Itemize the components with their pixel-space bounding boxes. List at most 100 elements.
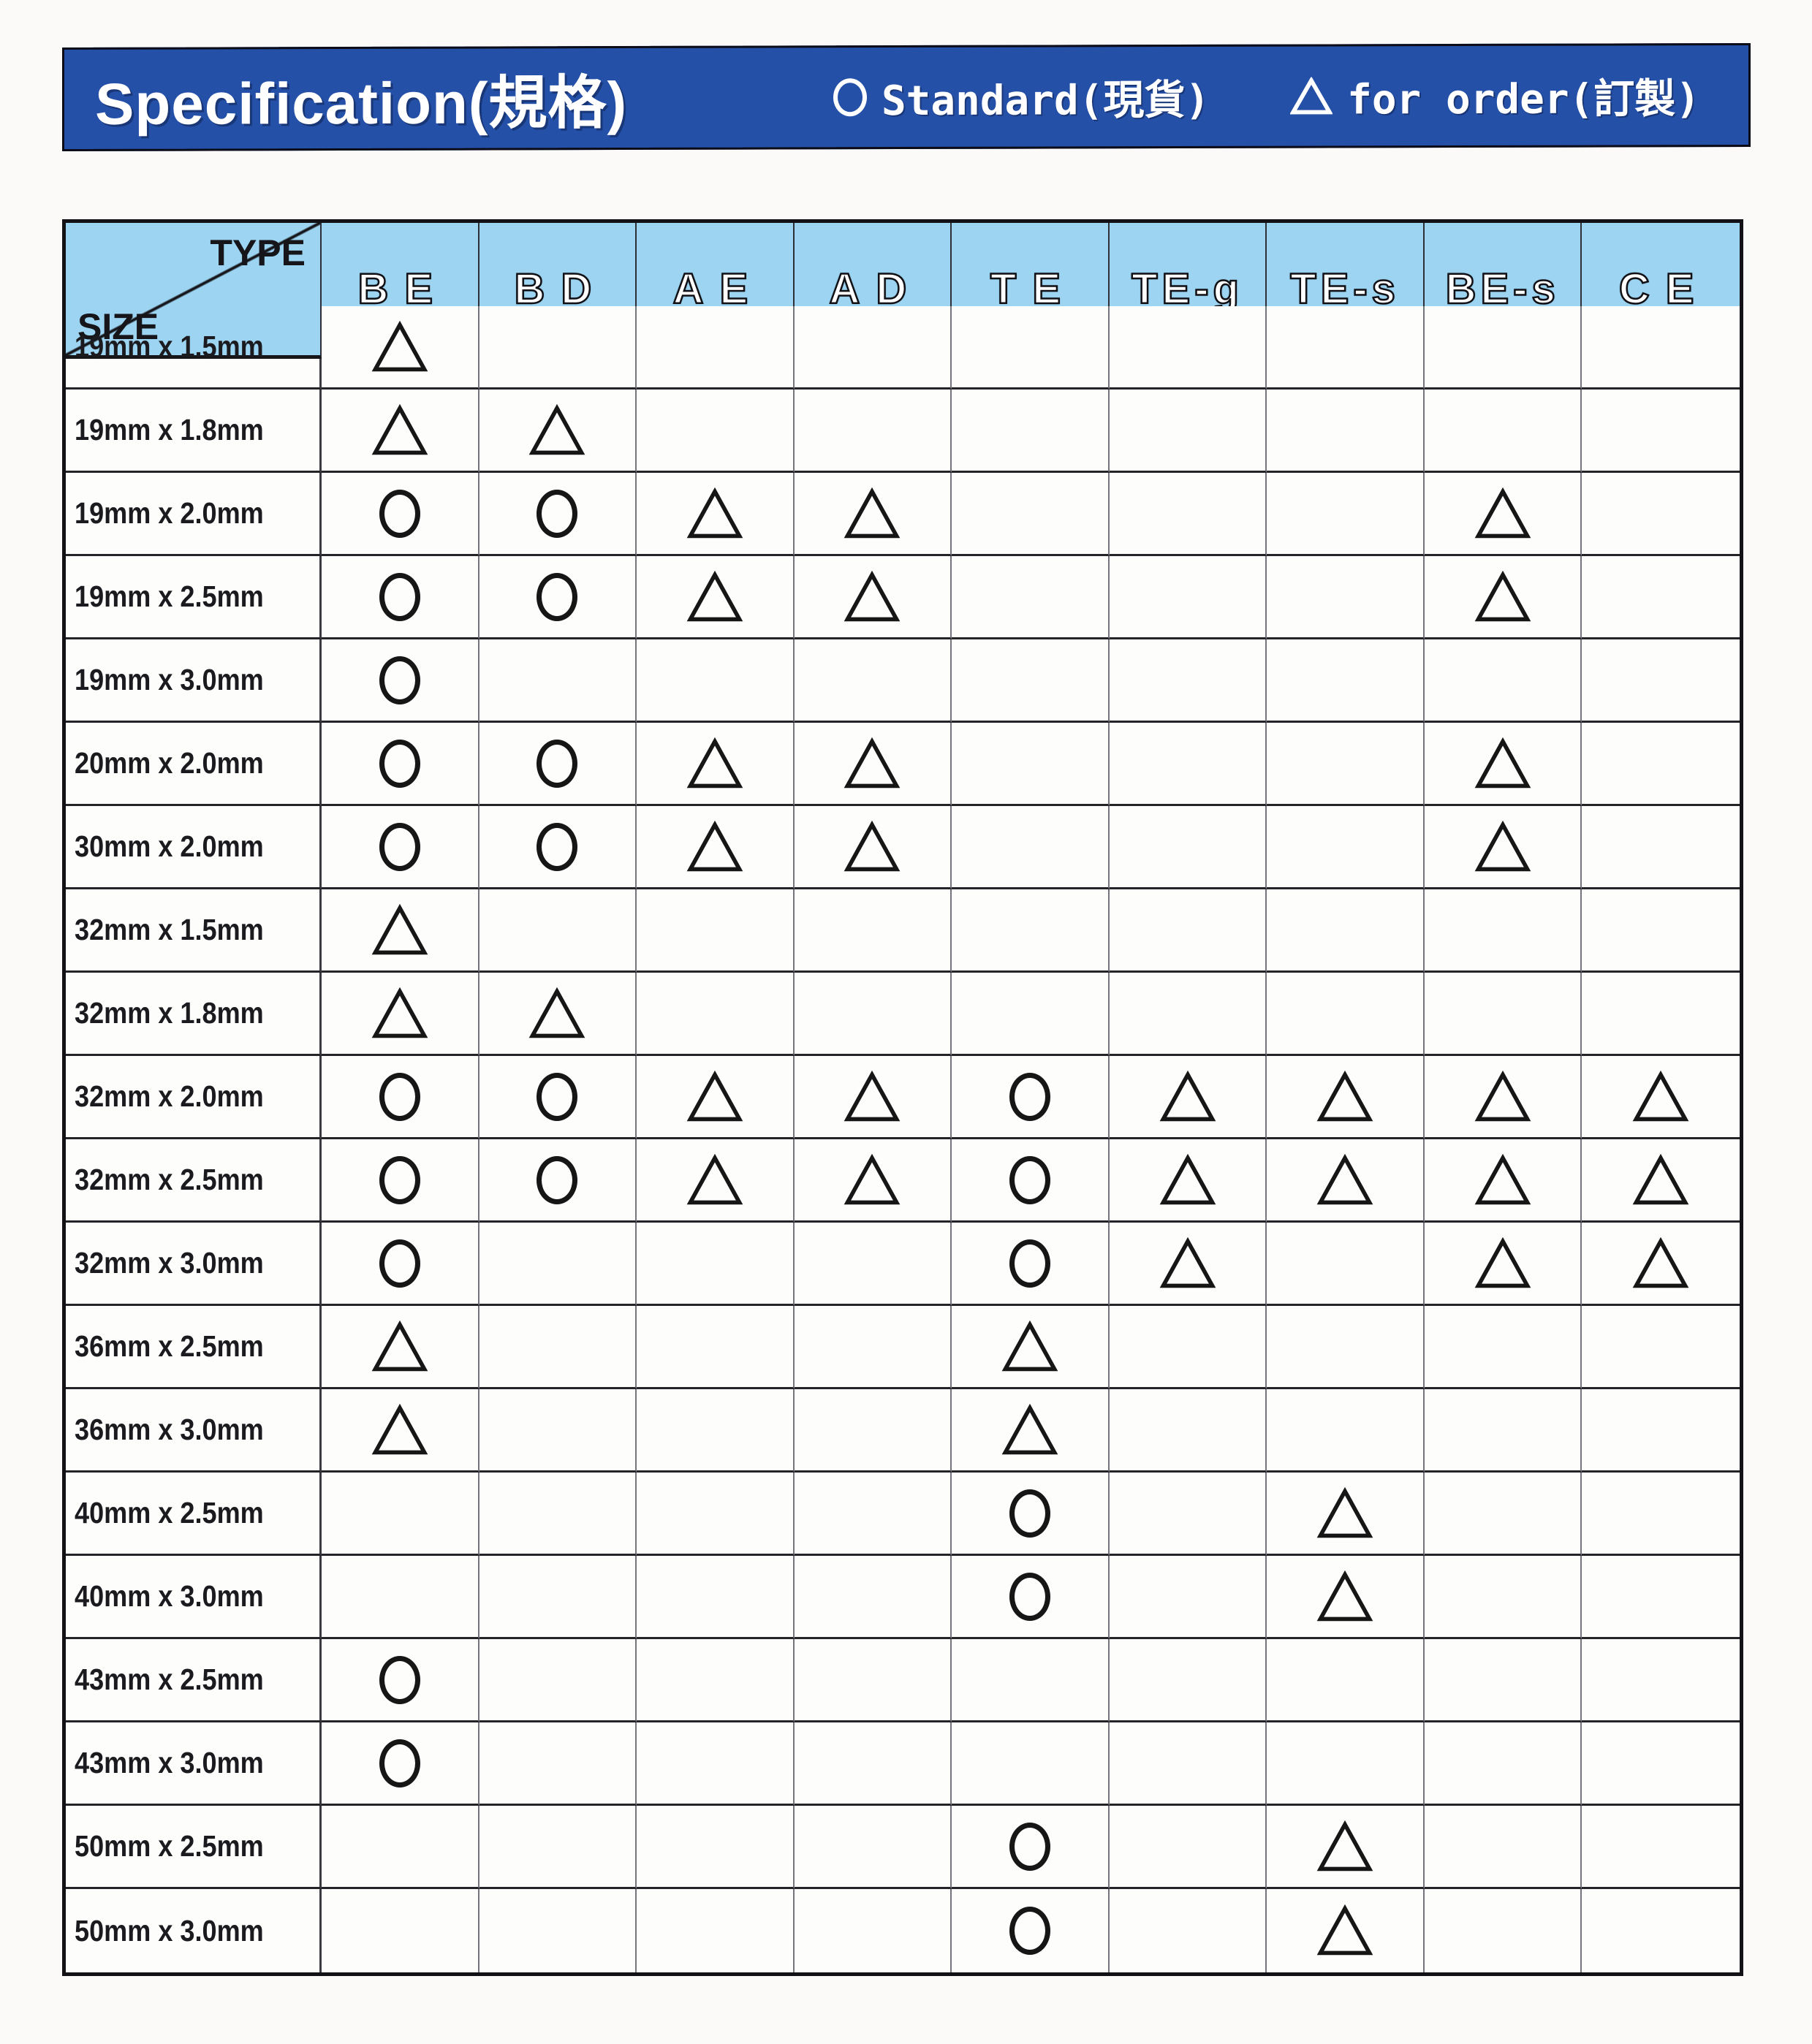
standard-circle-symbol	[1009, 1072, 1050, 1121]
spec-cell-36mmx3.0mm-TE-s	[1267, 1389, 1425, 1473]
spec-cell-20mmx2.0mm-AE	[637, 723, 795, 806]
for-order-triangle-symbol	[528, 403, 585, 455]
corner-type-label: TYPE	[210, 232, 306, 273]
spec-cell-32mmx1.8mm-BE	[322, 973, 479, 1056]
column-header-label: BE	[357, 265, 450, 314]
spec-cell-30mmx2.0mm-BE	[322, 806, 479, 889]
spec-cell-40mmx3.0mm-TE-g	[1109, 1556, 1267, 1639]
standard-circle-symbol	[379, 489, 420, 538]
for-order-triangle-symbol	[844, 1153, 901, 1204]
spec-cell-43mmx2.5mm-TE	[952, 1639, 1110, 1722]
for-order-triangle-symbol	[1159, 1236, 1216, 1288]
spec-cell-32mmx2.0mm-TE-g	[1109, 1056, 1267, 1139]
spec-cell-50mmx3.0mm-BE-s	[1424, 1889, 1582, 1972]
size-text: 20mm x 2.0mm	[75, 746, 264, 780]
size-row-label: 19mm x 3.0mm	[66, 639, 322, 723]
spec-cell-32mmx2.5mm-AE	[637, 1139, 795, 1223]
for-order-triangle-symbol	[371, 1403, 428, 1454]
spec-cell-32mmx1.5mm-TE-g	[1109, 889, 1267, 973]
spec-cell-43mmx3.0mm-CE	[1582, 1722, 1740, 1806]
spec-cell-36mmx3.0mm-BE	[322, 1389, 479, 1473]
standard-circle-symbol	[379, 572, 420, 621]
for-order-triangle-symbol	[686, 737, 743, 788]
title-bar: Specification(規格) Standard(現貨) for order…	[62, 42, 1751, 152]
size-text: 50mm x 2.5mm	[75, 1829, 264, 1863]
spec-cell-32mmx3.0mm-CE	[1582, 1223, 1740, 1306]
spec-cell-32mmx1.8mm-BD	[479, 973, 637, 1056]
spec-cell-32mmx3.0mm-BE-s	[1424, 1223, 1582, 1306]
spec-cell-19mmx1.5mm-AD	[794, 306, 952, 390]
standard-circle-symbol	[379, 1239, 420, 1288]
spec-cell-43mmx3.0mm-TE-s	[1267, 1722, 1425, 1806]
corner-size-label: SIZE	[77, 306, 159, 347]
size-row-label: 36mm x 3.0mm	[66, 1389, 322, 1473]
spec-cell-50mmx3.0mm-CE	[1582, 1889, 1740, 1972]
spec-cell-36mmx3.0mm-AE	[637, 1389, 795, 1473]
for-order-triangle-symbol	[686, 1070, 743, 1121]
spec-cell-19mmx2.0mm-BE	[322, 473, 479, 556]
spec-cell-32mmx2.0mm-TE-s	[1267, 1056, 1425, 1139]
spec-cell-19mmx3.0mm-TE-s	[1267, 639, 1425, 723]
spec-cell-19mmx3.0mm-BE-s	[1424, 639, 1582, 723]
spec-cell-30mmx2.0mm-CE	[1582, 806, 1740, 889]
standard-circle-symbol	[379, 1655, 420, 1704]
spec-cell-32mmx2.5mm-CE	[1582, 1139, 1740, 1223]
legend-item-for-order: for order(訂製)	[1290, 66, 1700, 126]
standard-circle-symbol	[537, 739, 578, 788]
size-text: 19mm x 2.0mm	[75, 496, 264, 530]
spec-cell-19mmx3.0mm-TE	[952, 639, 1110, 723]
size-row-label: 32mm x 2.5mm	[66, 1139, 322, 1223]
spec-cell-50mmx2.5mm-BD	[479, 1806, 637, 1889]
spec-cell-32mmx2.5mm-TE-s	[1267, 1139, 1425, 1223]
size-text: 19mm x 2.5mm	[75, 580, 264, 613]
for-order-triangle-symbol	[371, 903, 428, 954]
spec-cell-30mmx2.0mm-AD	[794, 806, 952, 889]
size-text: 50mm x 3.0mm	[75, 1913, 264, 1948]
spec-cell-50mmx3.0mm-TE	[952, 1889, 1110, 1972]
spec-cell-20mmx2.0mm-CE	[1582, 723, 1740, 806]
standard-circle-symbol	[1009, 1155, 1050, 1204]
spec-cell-19mmx3.0mm-CE	[1582, 639, 1740, 723]
spec-cell-19mmx1.8mm-BE	[322, 390, 479, 473]
for-order-triangle-symbol	[528, 987, 585, 1038]
spec-cell-40mmx2.5mm-AE	[637, 1473, 795, 1556]
spec-cell-20mmx2.0mm-TE	[952, 723, 1110, 806]
spec-cell-32mmx3.0mm-TE-s	[1267, 1223, 1425, 1306]
for-order-triangle-symbol	[686, 487, 743, 538]
spec-cell-32mmx1.5mm-AD	[794, 889, 952, 973]
spec-cell-30mmx2.0mm-BD	[479, 806, 637, 889]
spec-cell-36mmx3.0mm-CE	[1582, 1389, 1740, 1473]
standard-circle-symbol	[537, 489, 578, 538]
for-order-triangle-symbol	[1474, 487, 1531, 538]
for-order-triangle-symbol	[1159, 1070, 1216, 1121]
spec-cell-43mmx2.5mm-BE-s	[1424, 1639, 1582, 1722]
column-header-label: CE	[1618, 265, 1710, 314]
size-row-label: 40mm x 3.0mm	[66, 1556, 322, 1639]
spec-cell-36mmx3.0mm-BE-s	[1424, 1389, 1582, 1473]
spec-cell-43mmx2.5mm-BD	[479, 1639, 637, 1722]
standard-circle-symbol	[379, 1739, 420, 1787]
standard-circle-symbol	[537, 822, 578, 871]
for-order-triangle-symbol	[686, 1153, 743, 1204]
corner-cell-type-size: TYPE SIZE	[66, 223, 322, 359]
spec-cell-19mmx1.5mm-BD	[479, 306, 637, 390]
for-order-triangle-symbol	[1632, 1153, 1689, 1204]
spec-cell-40mmx2.5mm-AD	[794, 1473, 952, 1556]
spec-cell-30mmx2.0mm-AE	[637, 806, 795, 889]
spec-cell-19mmx1.5mm-TE-s	[1267, 306, 1425, 390]
column-header-label: AE	[672, 265, 765, 314]
spec-cell-36mmx3.0mm-TE-g	[1109, 1389, 1267, 1473]
for-order-triangle-symbol	[1632, 1070, 1689, 1121]
spec-cell-43mmx3.0mm-BE-s	[1424, 1722, 1582, 1806]
spec-cell-50mmx2.5mm-BE	[322, 1806, 479, 1889]
spec-cell-50mmx2.5mm-BE-s	[1424, 1806, 1582, 1889]
size-row-label: 20mm x 2.0mm	[66, 723, 322, 806]
column-header-label: AD	[828, 265, 923, 314]
spec-cell-30mmx2.0mm-TE	[952, 806, 1110, 889]
spec-cell-50mmx2.5mm-TE-g	[1109, 1806, 1267, 1889]
spec-cell-43mmx3.0mm-BD	[479, 1722, 637, 1806]
spec-cell-19mmx2.0mm-CE	[1582, 473, 1740, 556]
specification-table: TYPE SIZE BE BD AE AD TE TE-g TE-s BE-s CE 19mm x…	[62, 219, 1743, 1976]
standard-circle-symbol	[537, 1072, 578, 1121]
for-order-triangle-symbol	[371, 403, 428, 455]
